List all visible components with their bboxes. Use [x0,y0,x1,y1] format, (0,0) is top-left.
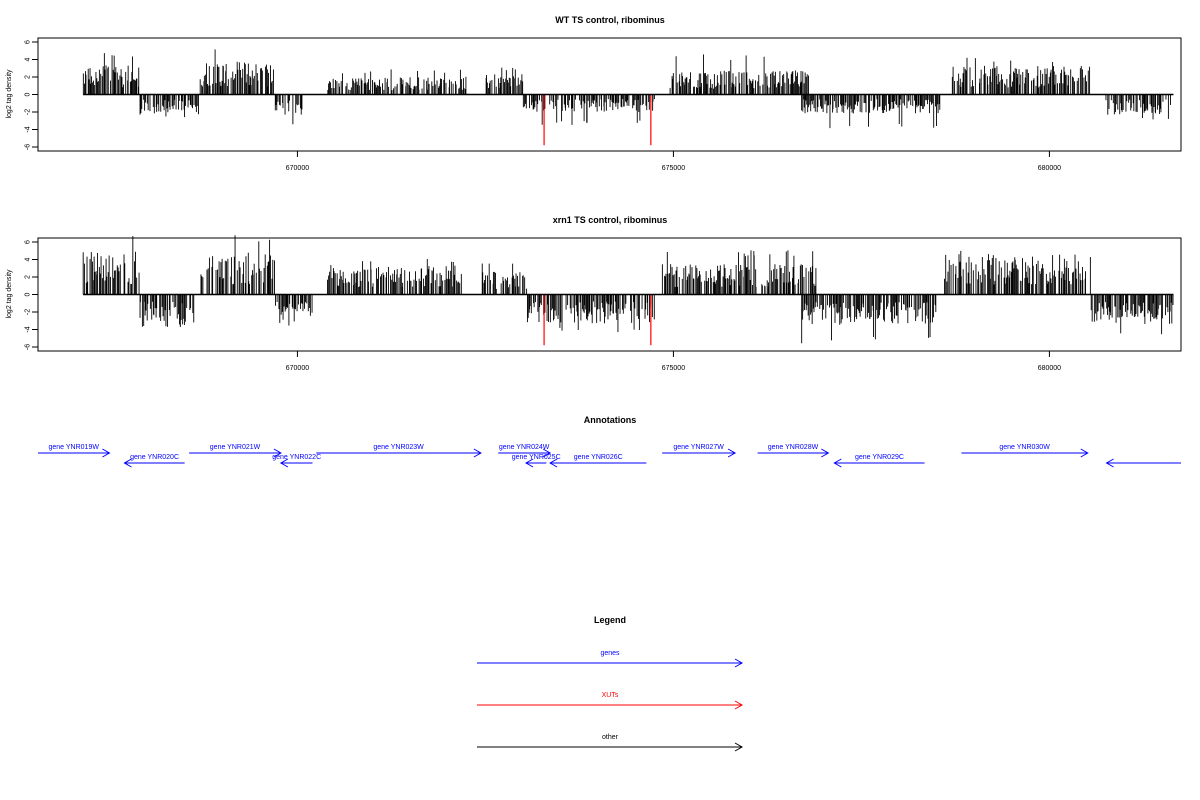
x-tick-label: 680000 [1038,365,1061,372]
panel-title: WT TS control, ribominus [555,15,665,25]
y-tick-label: -4 [25,326,32,332]
y-tick-label: -6 [25,344,32,350]
gene-arrow-head [279,458,289,468]
y-tick-label: -2 [25,109,32,115]
density-bars [82,235,1174,346]
x-tick-label: 675000 [662,365,685,372]
y-tick-label: 0 [25,92,32,96]
panel-title: xrn1 TS control, ribominus [553,215,668,225]
gene-arrow-head [833,458,842,468]
gene-feature: gene YNR028W [757,444,830,458]
gene-feature: gene YNR029C [833,454,925,468]
y-tick-label: 6 [25,40,32,44]
gene-feature: gene YNR023W [316,444,482,458]
legend-label: XUTs [602,692,619,699]
y-tick-label: 2 [25,275,32,279]
legend-label: other [602,734,619,741]
legend-title: Legend [594,615,626,625]
y-tick-label: 4 [25,257,32,261]
gene-feature: gene YNR027W [662,444,737,458]
wt-density-panel: WT TS control, ribominus log2 tag densit… [6,15,1182,172]
gene-label: gene YNR021W [210,444,261,451]
gene-feature: gene YNR024W [498,444,552,458]
y-tick-label: 6 [25,240,32,244]
legend-item: XUTs [477,692,744,710]
legend-arrow-head [734,658,744,668]
gene-label: gene YNR023W [373,444,424,451]
gene-feature: gene YNR025C [512,454,561,468]
x-tick-label: 670000 [286,165,309,172]
gene-arrow-head [727,448,737,458]
gene-feature: gene YNR022C [272,454,321,468]
gene-arrow-head [473,448,482,458]
legend: Legend genes XUTs other [477,615,744,752]
gene-label: gene YNR025C [512,454,561,461]
legend-arrow-head [734,742,744,752]
gene-feature [1105,458,1181,468]
gene-label: gene YNR027W [673,444,724,451]
axes: -6 -4 -2 0 2 4 6 670000 675000 680000 [25,240,1062,372]
x-tick-label: 670000 [286,365,309,372]
gene-label: gene YNR019W [48,444,99,451]
gene-track: gene YNR019W gene YNR020C gene YNR021W gene… [38,444,1181,468]
y-tick-label: -2 [25,309,32,315]
gene-arrow-head [821,448,830,458]
x-tick-label: 680000 [1038,165,1061,172]
gene-label: gene YNR030W [999,444,1050,451]
gene-label: gene YNR024W [499,444,550,451]
gene-feature: gene YNR020C [123,454,185,468]
gene-arrow-head [102,448,111,458]
y-axis-label: log2 tag density [6,269,13,319]
xrn1-density-panel: xrn1 TS control, ribominus log2 tag dens… [6,215,1182,372]
gene-feature: gene YNR019W [38,444,111,458]
gene-feature: gene YNR030W [961,444,1089,458]
legend-items: genes XUTs other [477,650,744,752]
y-tick-label: -4 [25,126,32,132]
density-bars [82,49,1171,146]
gene-arrow-head [549,458,558,468]
axes: -6 -4 -2 0 2 4 6 670000 675000 680000 [25,40,1062,172]
gene-arrow-head [542,448,552,458]
legend-label: genes [600,650,620,657]
legend-item: other [477,734,744,752]
x-tick-label: 675000 [662,165,685,172]
gene-arrow-head [525,458,534,468]
gene-arrow-head [273,448,282,458]
y-tick-label: 4 [25,57,32,61]
gene-feature: gene YNR026C [549,454,647,468]
y-tick-label: 2 [25,75,32,79]
legend-item: genes [477,650,744,668]
y-tick-label: -6 [25,144,32,150]
gene-arrow-head [1105,458,1114,468]
gene-label: gene YNR020C [130,454,179,461]
gene-arrow-head [1080,448,1089,458]
gene-label: gene YNR029C [855,454,904,461]
y-tick-label: 0 [25,292,32,296]
gene-label: gene YNR022C [272,454,321,461]
annotations-title: Annotations [584,415,637,425]
gene-feature: gene YNR021W [189,444,282,458]
y-axis-label: log2 tag density [6,69,13,119]
gene-label: gene YNR026C [574,454,623,461]
gene-label: gene YNR028W [768,444,819,451]
legend-arrow-head [734,700,744,710]
gene-arrow-head [123,458,132,468]
